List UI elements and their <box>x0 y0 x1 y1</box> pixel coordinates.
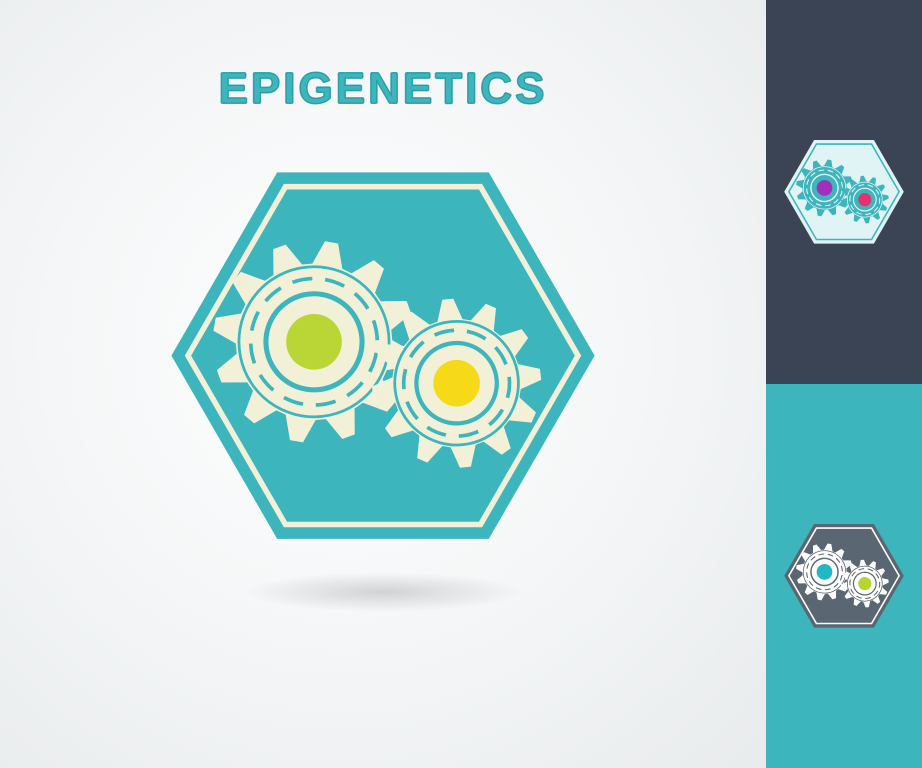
main-hexagon-container <box>153 144 613 572</box>
main-panel: EPIGENETICS <box>0 0 766 768</box>
color-variant-dark <box>766 0 922 384</box>
variant-hexagon-badge <box>779 516 909 636</box>
page-title: EPIGENETICS <box>219 64 548 114</box>
variant-hexagon-badge <box>779 132 909 252</box>
drop-shadow <box>243 572 523 612</box>
main-hexagon-badge <box>153 144 613 567</box>
color-variant-teal <box>766 384 922 768</box>
side-panel <box>766 0 922 768</box>
